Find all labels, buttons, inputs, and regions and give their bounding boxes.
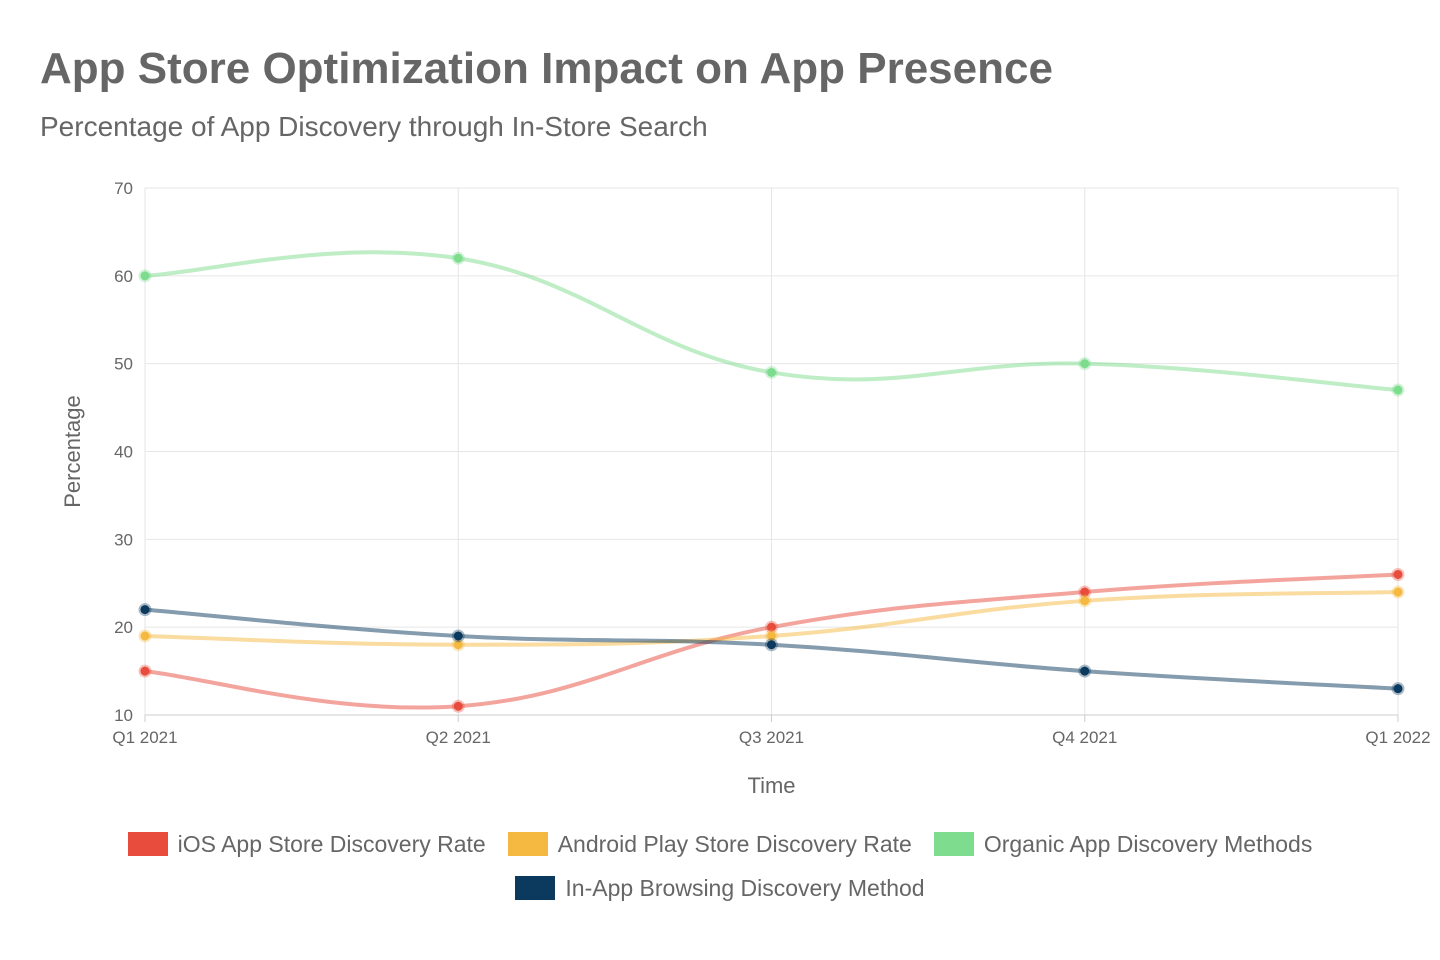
series-android — [138, 585, 1405, 652]
legend-swatch-ios — [127, 832, 168, 856]
x-tick-label-2: Q3 2021 — [739, 728, 804, 747]
series-ios — [138, 567, 1405, 713]
legend-label-ios: iOS App Store Discovery Rate — [177, 830, 486, 857]
data-point-organic-3 — [1078, 357, 1092, 371]
data-point-in-app-0 — [138, 603, 152, 617]
data-point-organic-4 — [1391, 383, 1405, 397]
series-in-app — [138, 603, 1405, 696]
data-point-android-4 — [1391, 585, 1405, 599]
y-tick-label-20: 20 — [114, 618, 133, 637]
x-tick-label-3: Q4 2021 — [1052, 728, 1117, 747]
y-tick-label-30: 30 — [114, 530, 133, 549]
chart-title: App Store Optimization Impact on App Pre… — [40, 44, 1053, 93]
line-chart: 10 20 30 40 50 60 70 Q1 2021 Q2 2021 Q3 2021 Q4 20… — [60, 179, 1431, 798]
y-tick-label-50: 50 — [114, 355, 133, 374]
legend-label-in-app: In-App Browsing Discovery Method — [565, 874, 925, 901]
data-point-ios-4 — [1391, 567, 1405, 581]
legend: iOS App Store Discovery Rate Android Pla… — [0, 830, 1440, 901]
axes: 10 20 30 40 50 60 70 Q1 2021 Q2 2021 Q3 2021 Q4 20… — [112, 179, 1430, 747]
data-point-in-app-2 — [765, 638, 778, 652]
y-axis-title: Percentage — [60, 395, 85, 508]
data-point-in-app-3 — [1078, 664, 1092, 678]
x-tick-label-4: Q1 2022 — [1365, 728, 1430, 747]
data-point-ios-0 — [138, 664, 152, 678]
data-point-ios-1 — [451, 699, 465, 713]
legend-swatch-android — [507, 832, 548, 856]
legend-row-2: In-App Browsing Discovery Method — [0, 874, 1440, 901]
grid — [144, 187, 1399, 716]
y-tick-label-40: 40 — [114, 443, 133, 462]
data-point-in-app-4 — [1391, 682, 1405, 696]
data-point-in-app-1 — [451, 629, 465, 643]
x-axis-title: Time — [747, 773, 795, 798]
data-point-organic-0 — [138, 269, 152, 283]
y-tick-label-60: 60 — [114, 267, 133, 286]
legend-item-in-app[interactable]: In-App Browsing Discovery Method — [515, 874, 925, 901]
legend-item-android[interactable]: Android Play Store Discovery Rate — [507, 830, 912, 857]
chart-subtitle: Percentage of App Discovery through In-S… — [40, 111, 708, 142]
legend-label-organic: Organic App Discovery Methods — [983, 830, 1313, 857]
legend-row-1: iOS App Store Discovery Rate Android Pla… — [0, 830, 1440, 857]
y-tick-label-70: 70 — [114, 179, 133, 198]
legend-item-ios[interactable]: iOS App Store Discovery Rate — [127, 830, 486, 857]
legend-swatch-organic — [933, 832, 974, 856]
x-tick-label-0: Q1 2021 — [112, 728, 177, 747]
data-point-organic-2 — [765, 365, 778, 379]
legend-swatch-in-app — [515, 876, 556, 900]
y-tick-label-10: 10 — [114, 706, 133, 725]
legend-label-android: Android Play Store Discovery Rate — [557, 830, 912, 857]
series-layer — [138, 250, 1405, 713]
data-point-organic-1 — [451, 251, 465, 265]
data-point-android-3 — [1078, 594, 1092, 608]
x-tick-label-1: Q2 2021 — [426, 728, 491, 747]
data-point-android-0 — [138, 629, 152, 643]
legend-item-organic[interactable]: Organic App Discovery Methods — [933, 830, 1313, 857]
series-organic — [138, 250, 1405, 397]
